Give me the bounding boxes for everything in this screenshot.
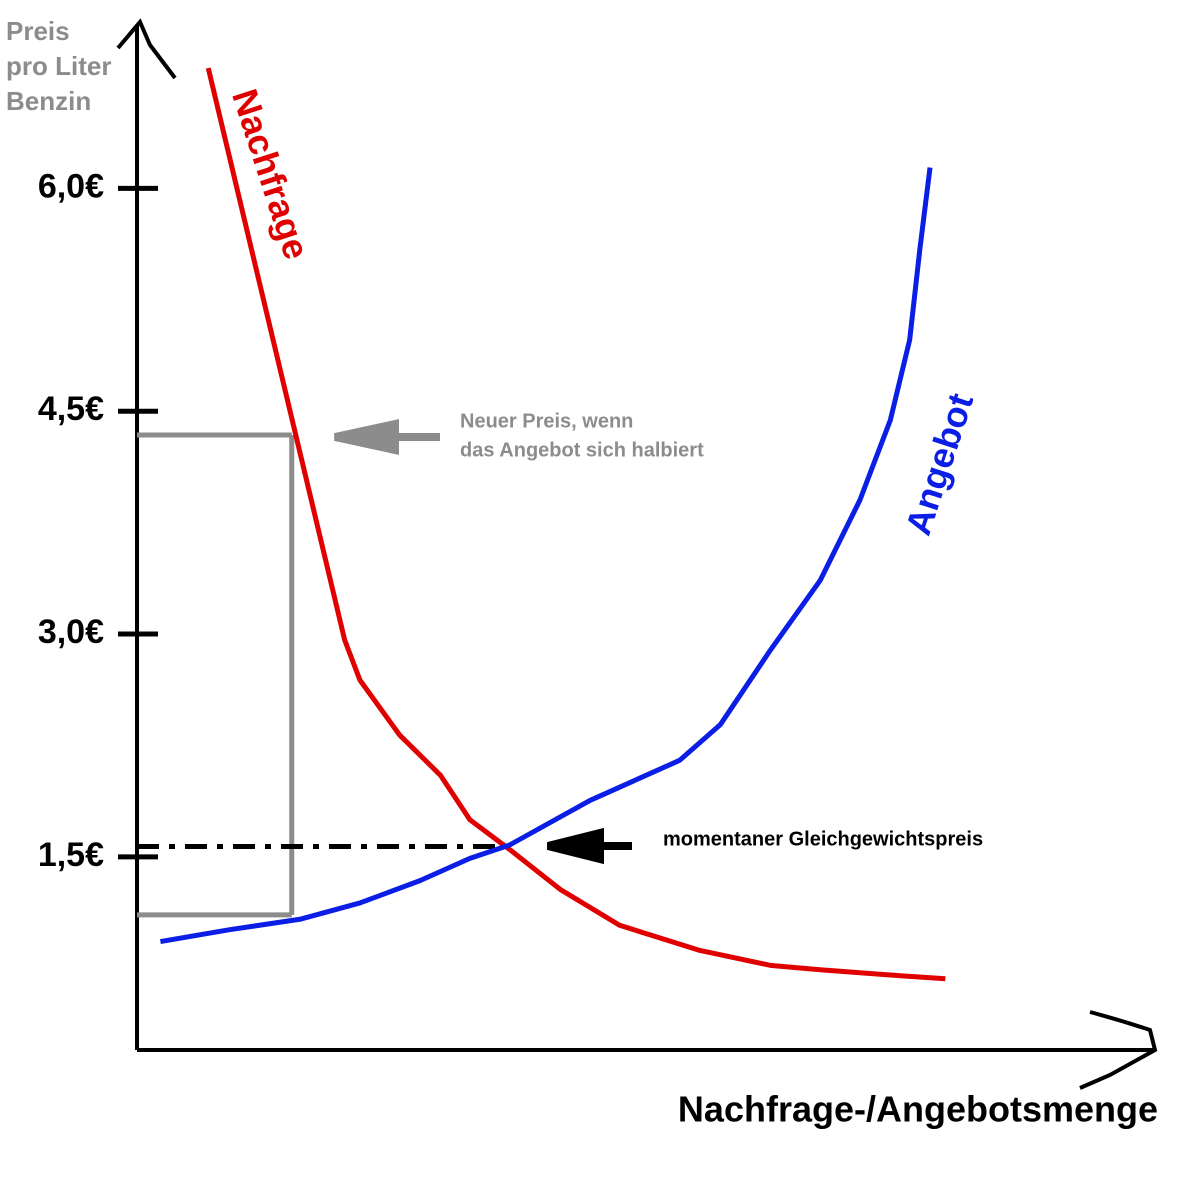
y-axis-label: pro Liter [6,51,111,81]
y-tick-label: 3,0€ [38,613,104,651]
annotation-arrow [547,827,632,865]
y-tick-label: 1,5€ [38,836,104,874]
curve [205,67,946,982]
annotation: momentaner Gleichgewichtspreis [663,828,983,850]
y-tick-label: 6,0€ [38,167,104,205]
y-axis-label: Benzin [6,86,91,116]
x-axis-arrow [1079,1010,1158,1090]
annotation: das Angebot sich halbiert [460,439,704,461]
annotation-arrow [334,419,440,455]
series-label: Angebot [897,388,981,540]
y-tick-label: 4,5€ [38,390,104,428]
y-axis-label: Preis [6,16,70,46]
x-axis-label: Nachfrage-/Angebotsmenge [678,1089,1158,1130]
curve [159,167,933,945]
y-axis-arrow [116,18,177,80]
series-label: Nachfrage [224,84,317,264]
annotation: Neuer Preis, wenn [460,410,633,432]
